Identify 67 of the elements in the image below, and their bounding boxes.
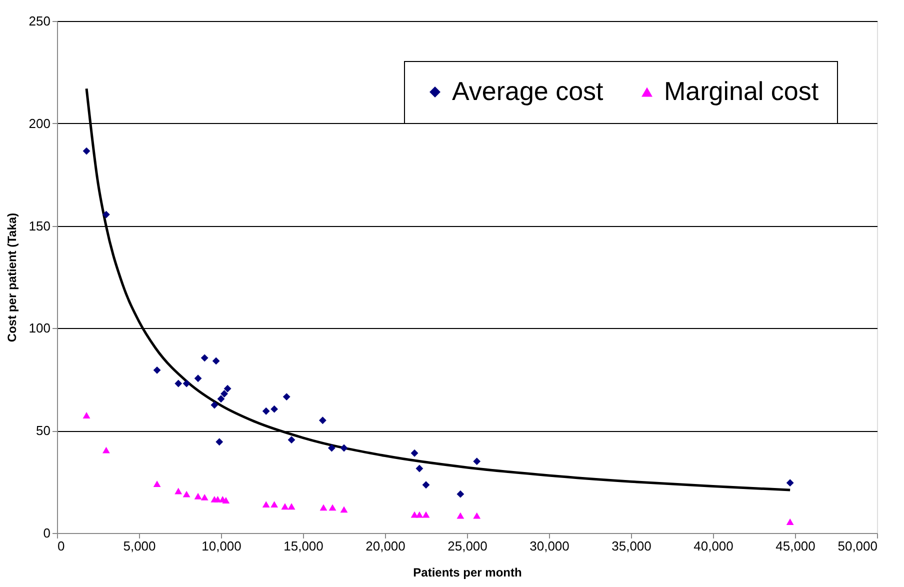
y-tick-label: 100 [28,320,50,336]
x-tick-label: 50,000 [838,538,878,554]
point [222,497,230,504]
point [340,506,348,513]
y-tick-label: 50 [36,423,50,438]
point [416,464,424,472]
point [340,444,348,452]
point [212,357,220,365]
point [220,390,228,398]
point [288,503,296,510]
point [174,488,182,494]
point [102,210,110,218]
point [216,438,224,446]
point [262,407,270,415]
y-tick-label: 250 [28,14,50,28]
x-axis-title: Patients per month [413,566,522,580]
point [473,512,481,519]
point [102,446,110,454]
point [217,395,225,403]
y-tick-label: 0 [43,526,50,540]
point [200,494,208,500]
point [410,449,418,457]
point [456,512,464,519]
point [82,412,90,418]
point [210,401,218,409]
point [224,384,232,392]
x-tick-label: 35,000 [612,538,652,554]
point [270,501,278,508]
point [182,490,190,498]
point [281,503,289,510]
x-tick-label: 20,000 [366,538,406,554]
point [328,504,336,511]
point [288,436,296,444]
x-tick-label: 10,000 [202,538,242,554]
legend-label: Average cost [452,76,604,106]
legend-label: Marginal cost [664,76,820,106]
point [456,490,464,498]
point [153,480,161,488]
point [262,501,270,508]
x-tick-label: 45,000 [776,538,816,554]
point [282,393,290,401]
x-tick-label: 5,000 [123,538,156,554]
y-tick-label: 200 [28,116,50,131]
point [194,492,202,500]
y-axis-title: Cost per patient (Taka) [4,212,19,342]
point [473,458,481,466]
point [786,479,794,487]
point [422,511,430,518]
point [318,416,326,424]
point [422,481,430,489]
x-tick-label: 30,000 [530,538,570,554]
x-tick-label: 25,000 [448,538,488,554]
point [200,354,208,362]
x-tick-label: 15,000 [284,538,324,554]
x-tick-label: 0 [58,538,65,554]
point [320,504,328,511]
x-tick-label: 40,000 [694,538,734,554]
point [786,518,794,525]
point [82,147,90,155]
point [194,374,202,382]
point [153,366,161,374]
point [182,380,190,388]
point [174,380,182,388]
point [328,444,336,452]
y-tick-label: 150 [28,218,50,234]
point [416,511,424,518]
point [270,405,278,413]
